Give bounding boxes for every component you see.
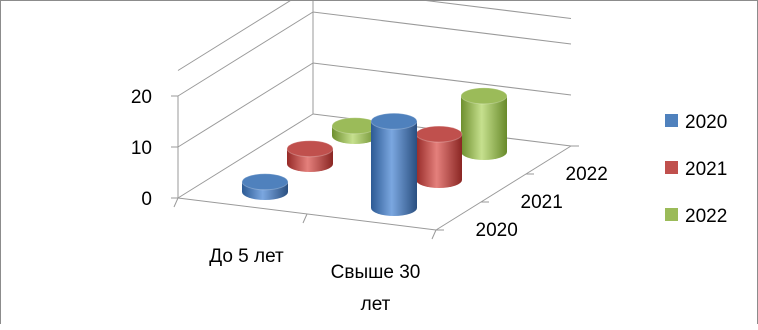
y-tick-label: 0	[141, 189, 152, 210]
bar-body	[371, 121, 417, 216]
y-tick-label: 10	[131, 138, 152, 159]
category-tick	[302, 213, 308, 224]
legend: 2020 2021 2022	[665, 112, 727, 227]
category-tick	[173, 197, 179, 208]
bar-top	[286, 140, 334, 158]
legend-label: 2020	[685, 112, 727, 133]
legend-swatch	[665, 114, 678, 127]
category-tick	[431, 229, 437, 240]
depth-tick-label: 2022	[566, 164, 608, 185]
gridline	[177, 11, 572, 97]
depth-axis-line	[435, 145, 572, 231]
gridline	[177, 62, 572, 148]
legend-label: 2021	[685, 159, 727, 180]
bars	[241, 87, 508, 216]
legend-label: 2022	[685, 206, 727, 227]
bar-2020-1	[241, 173, 289, 200]
bar-2022-2	[460, 87, 508, 160]
bar-2020-2	[370, 112, 418, 216]
bar-top	[370, 112, 418, 130]
legend-swatch	[665, 208, 678, 221]
legend-item-2021: 2021	[665, 159, 727, 180]
legend-item-2022: 2022	[665, 206, 727, 227]
depth-tick-label: 2020	[476, 220, 518, 241]
x-tick-label: До 5 лет	[209, 246, 284, 267]
bar-body	[416, 134, 462, 188]
bar-body	[461, 95, 507, 160]
bar-2021-2	[415, 125, 463, 188]
legend-item-2020: 2020	[665, 112, 727, 133]
depth-tick-label: 2021	[521, 192, 563, 213]
floor-left-edge	[177, 113, 314, 199]
bar-2021-1	[286, 140, 334, 172]
y-tick-label: 20	[131, 87, 152, 108]
x-tick-label: Свыше 30 лет	[331, 262, 421, 315]
bar-top	[241, 173, 289, 191]
bar-top	[415, 125, 463, 143]
bar-top	[460, 87, 508, 105]
legend-swatch	[665, 161, 678, 174]
gridline	[177, 0, 572, 71]
bar-2022-1	[331, 117, 379, 144]
